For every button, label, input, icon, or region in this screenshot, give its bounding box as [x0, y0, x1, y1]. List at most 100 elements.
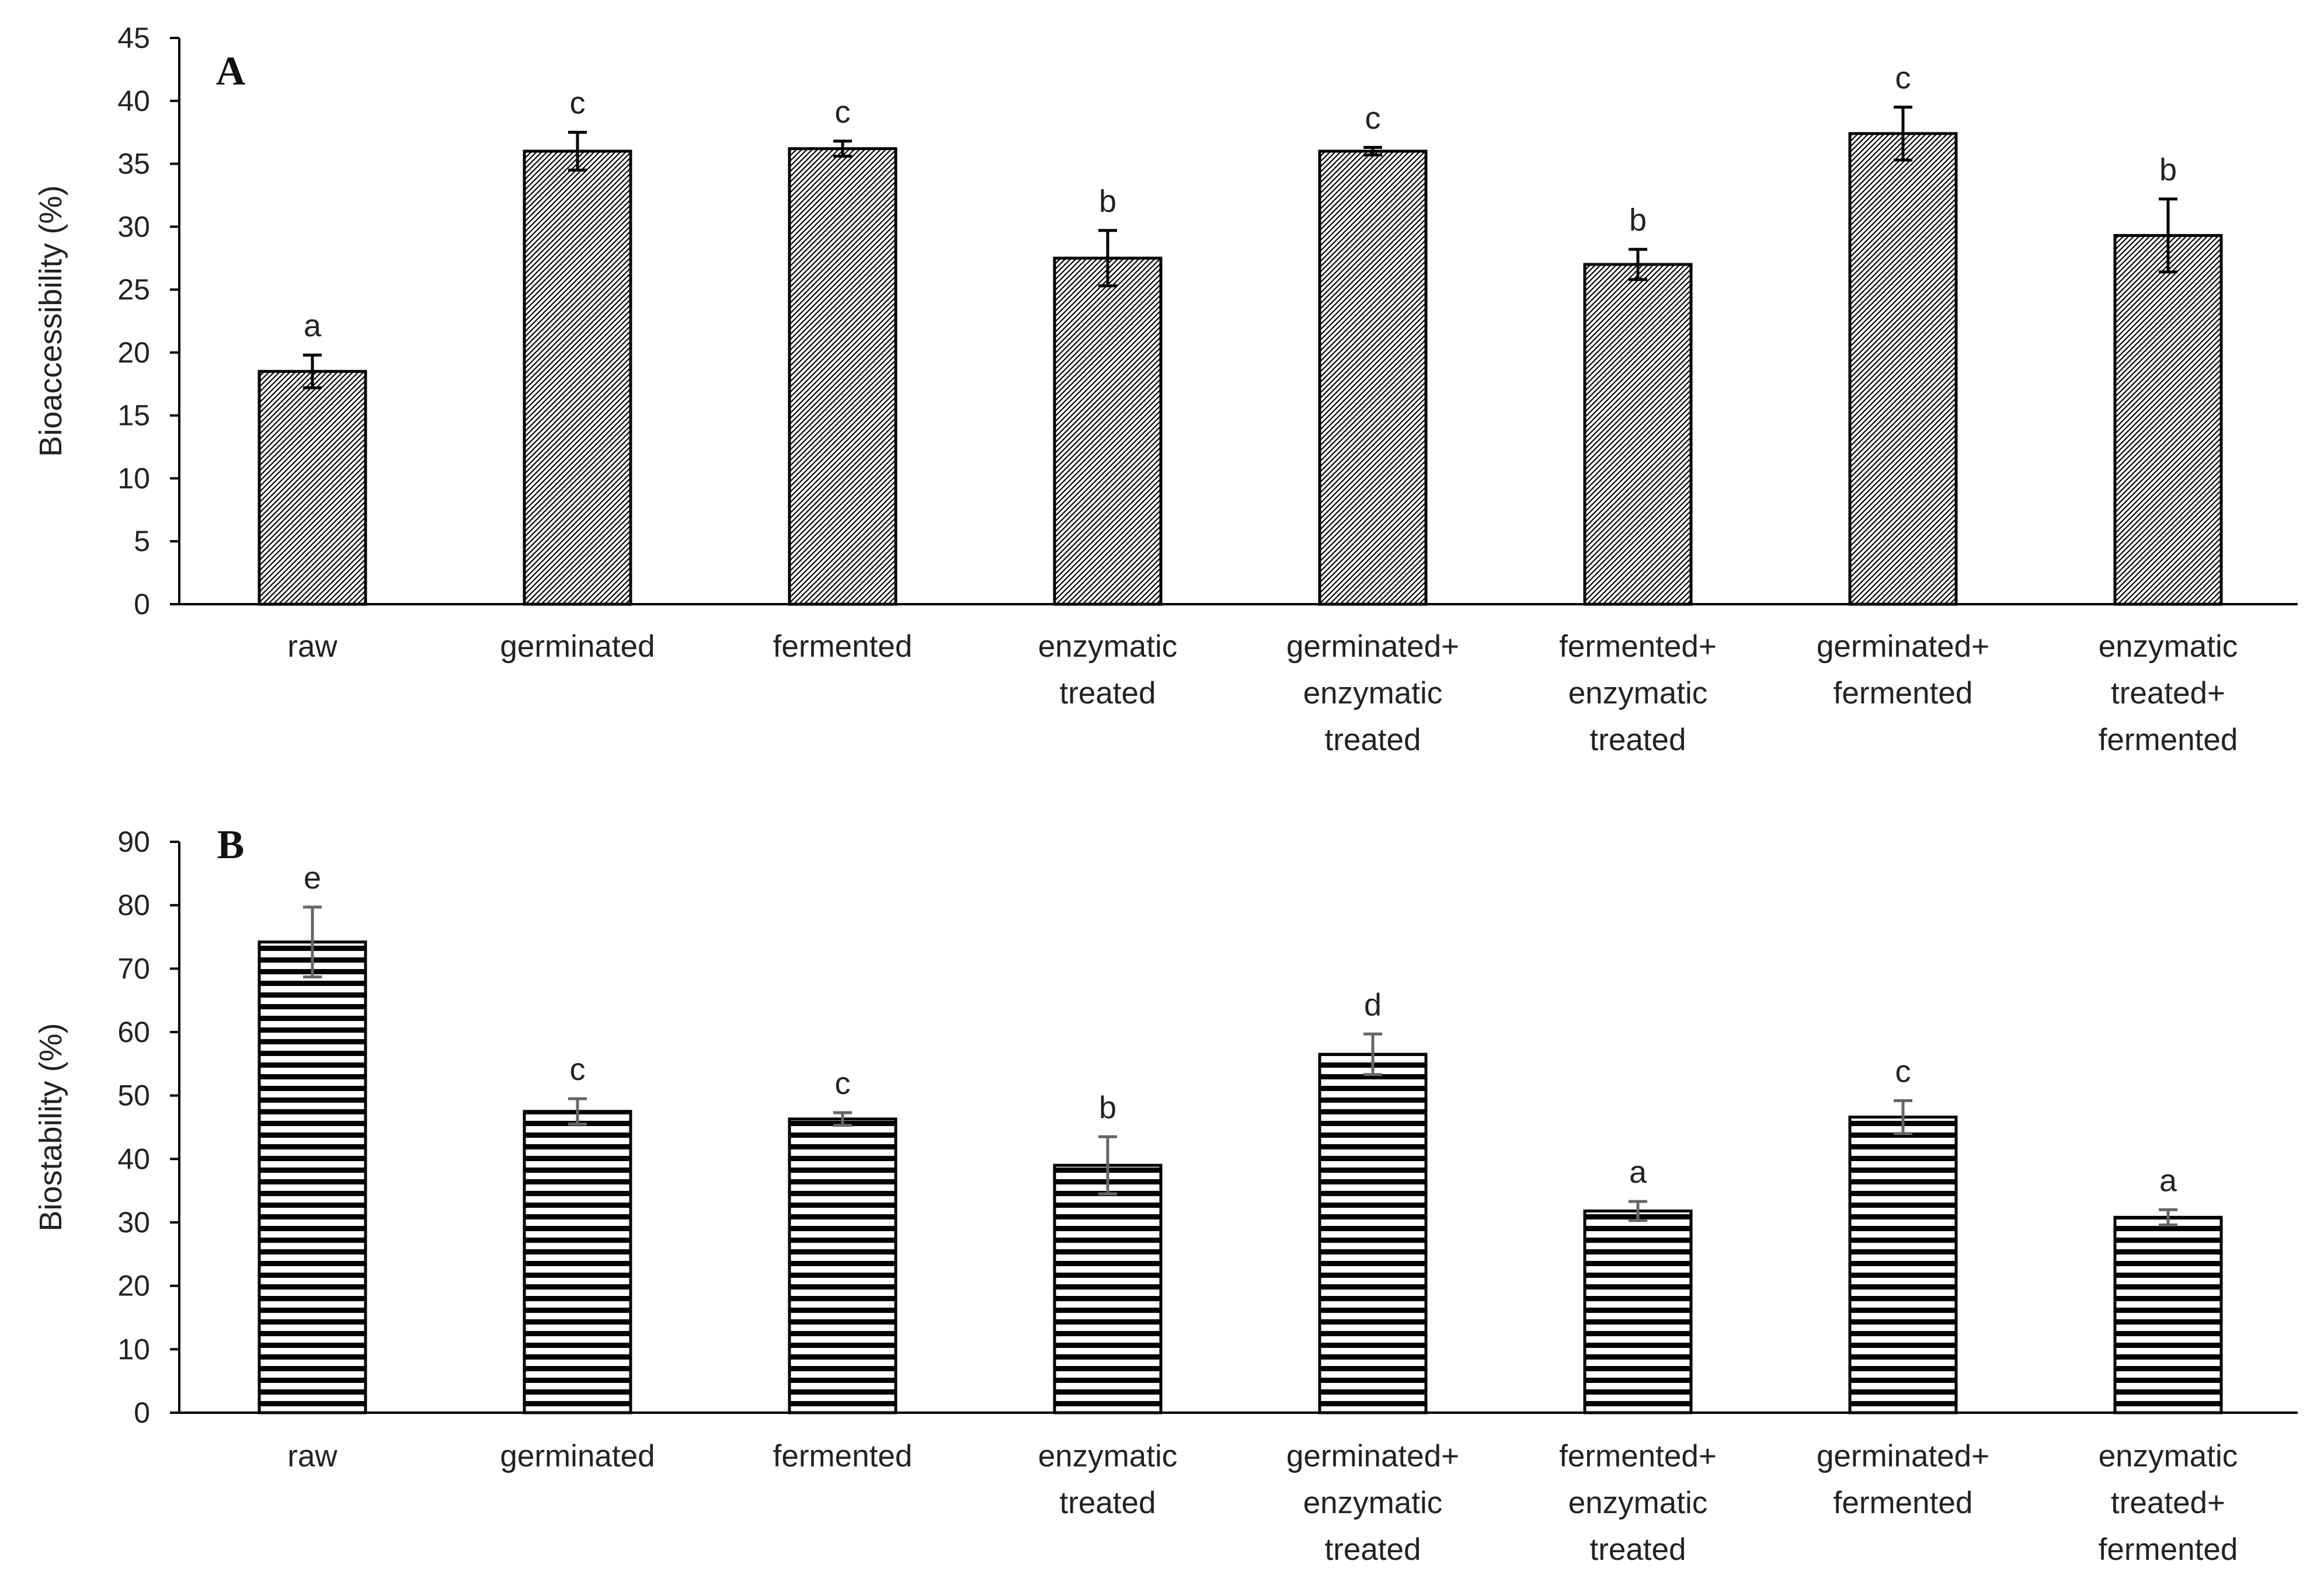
- x-category-label-line: fermented: [2099, 723, 2238, 757]
- x-category-label-line: raw: [287, 629, 338, 664]
- x-category-label: enzymatic treated: [1038, 1439, 1178, 1520]
- x-category-label: enzymatic treated+ fermented: [2099, 1439, 2238, 1567]
- x-category-label-line: treated: [1589, 723, 1686, 757]
- x-category-label-line: enzymatic: [2099, 629, 2238, 664]
- x-category-label-line: fermented: [773, 1439, 913, 1473]
- significance-label: b: [2159, 152, 2177, 187]
- x-category-label: fermented+ enzymatic treated: [1559, 629, 1717, 757]
- x-category-label-line: germinated+: [1286, 1439, 1459, 1473]
- x-category-label-line: enzymatic: [1303, 1486, 1443, 1520]
- x-category-label-line: enzymatic: [1303, 676, 1443, 710]
- significance-label: b: [1099, 184, 1116, 219]
- x-category-label: germinated+ fermented: [1817, 629, 1989, 710]
- y-tick-label: 30: [117, 1206, 150, 1239]
- x-category-label-line: enzymatic: [1038, 1439, 1178, 1473]
- x-category-label-line: germinated+: [1817, 1439, 1989, 1473]
- x-category-label-line: fermented: [1834, 676, 1973, 710]
- bar: [258, 940, 367, 1414]
- bar: [1318, 149, 1428, 606]
- x-category-label: raw: [287, 629, 338, 664]
- x-category-label-line: treated: [1324, 723, 1421, 757]
- x-category-label-line: treated: [1589, 1532, 1686, 1567]
- bar: [788, 147, 897, 606]
- x-category-label-line: raw: [287, 1439, 338, 1473]
- x-category-label-line: treated: [1324, 1532, 1421, 1567]
- y-tick-label: 80: [117, 889, 150, 922]
- x-category-label: germinated: [500, 1439, 655, 1473]
- y-tick-label: 10: [117, 1333, 150, 1365]
- bar: [523, 1110, 632, 1414]
- y-tick-label: 90: [117, 825, 150, 858]
- y-tick-label: 60: [117, 1016, 150, 1048]
- x-category-label-line: germinated: [500, 629, 655, 664]
- x-category-label-line: fermented: [1834, 1486, 1973, 1520]
- x-category-label-line: treated: [1059, 676, 1156, 710]
- x-category-label-line: fermented+: [1559, 1439, 1717, 1473]
- significance-label: c: [835, 95, 851, 130]
- x-category-label: fermented: [773, 629, 913, 664]
- x-category-label-line: enzymatic: [2099, 1439, 2238, 1473]
- bar: [258, 370, 367, 606]
- y-axis-title: Biostability (%): [33, 1023, 68, 1231]
- x-category-label-line: germinated+: [1286, 629, 1459, 664]
- bar: [2113, 1215, 2223, 1414]
- x-category-label-line: enzymatic: [1038, 629, 1178, 664]
- y-tick-label: 15: [117, 399, 150, 432]
- y-tick-label: 0: [134, 1396, 150, 1429]
- x-category-label: germinated+ fermented: [1817, 1439, 1989, 1520]
- panel-a-chart: 0 5 10 15 20 25 30 35 40 45 Bioaccessibility (%) Aa…: [33, 22, 2298, 757]
- x-category-label-line: fermented: [2099, 1532, 2238, 1567]
- y-tick-label: 40: [117, 85, 150, 117]
- significance-label: d: [1364, 987, 1382, 1022]
- y-tick-label: 0: [134, 588, 150, 621]
- y-tick-label: 40: [117, 1142, 150, 1175]
- x-category-label: fermented: [773, 1439, 913, 1473]
- significance-label: b: [1099, 1090, 1116, 1125]
- y-tick-label: 50: [117, 1079, 150, 1112]
- significance-label: c: [1365, 101, 1381, 136]
- x-category-label: enzymatic treated+ fermented: [2099, 629, 2238, 757]
- significance-label: c: [1895, 1054, 1911, 1089]
- significance-label: c: [570, 86, 586, 121]
- y-axis-title: Bioaccessibility (%): [33, 185, 68, 457]
- significance-label: a: [2159, 1163, 2177, 1198]
- y-tick-label: 10: [117, 462, 150, 494]
- significance-label: c: [835, 1066, 851, 1101]
- x-category-label: enzymatic treated: [1038, 629, 1178, 710]
- x-category-label-line: enzymatic: [1568, 1486, 1708, 1520]
- x-category-label: germinated: [500, 629, 655, 664]
- x-category-label-line: treated+: [2111, 676, 2225, 710]
- bar: [1318, 1053, 1428, 1414]
- x-category-label-line: enzymatic: [1568, 676, 1708, 710]
- bar: [1053, 1163, 1163, 1414]
- significance-label: a: [304, 308, 322, 343]
- bar: [1053, 256, 1163, 606]
- bar: [1848, 132, 1958, 606]
- significance-label: b: [1629, 203, 1647, 238]
- bar: [1583, 1209, 1693, 1414]
- x-category-label: germinated+ enzymatic treated: [1286, 629, 1459, 757]
- y-tick-label: 45: [117, 22, 150, 54]
- x-category-label: germinated+ enzymatic treated: [1286, 1439, 1459, 1567]
- x-category-label-line: germinated: [500, 1439, 655, 1473]
- significance-label: e: [304, 860, 321, 895]
- x-category-label: raw: [287, 1439, 338, 1473]
- y-tick-label: 35: [117, 148, 150, 180]
- y-tick-label: 20: [117, 336, 150, 369]
- panel-label: A: [216, 49, 246, 94]
- bar: [788, 1117, 897, 1414]
- panel-label: B: [217, 823, 245, 867]
- y-tick-label: 5: [134, 525, 150, 557]
- x-category-label-line: fermented+: [1559, 629, 1717, 664]
- x-category-label-line: germinated+: [1817, 629, 1989, 664]
- bar: [2113, 234, 2223, 606]
- x-category-label-line: treated: [1059, 1486, 1156, 1520]
- y-tick-label: 25: [117, 273, 150, 306]
- bar: [1848, 1116, 1958, 1414]
- bar: [1583, 263, 1693, 606]
- bar: [523, 149, 632, 606]
- significance-label: c: [1895, 61, 1911, 96]
- x-category-label-line: treated+: [2111, 1486, 2225, 1520]
